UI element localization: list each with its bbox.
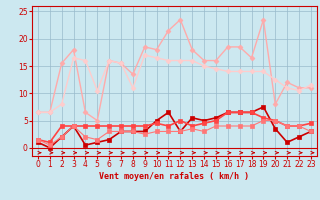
X-axis label: Vent moyen/en rafales ( km/h ): Vent moyen/en rafales ( km/h ) xyxy=(100,172,249,181)
